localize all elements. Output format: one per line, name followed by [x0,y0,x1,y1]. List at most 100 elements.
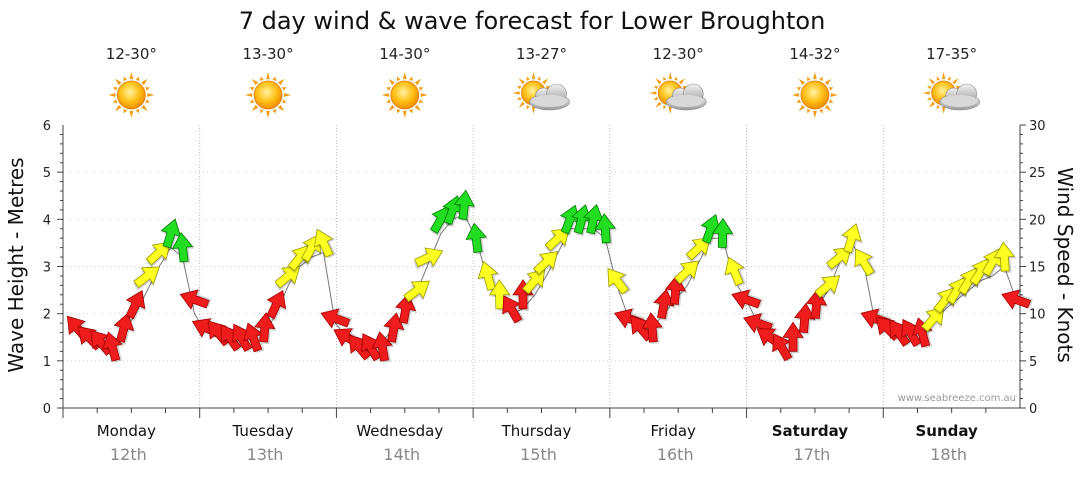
sun-ray [249,87,255,91]
wind-arrow [371,331,395,363]
cloud-shape [529,83,570,111]
wind-arrow [133,266,160,291]
y-tick-label: 5 [43,166,51,181]
sun-ray [791,93,800,97]
sun-ray [663,105,667,110]
sun-ray [420,93,428,97]
sun-icon [245,72,292,118]
sun-ray [798,78,806,86]
chart-title: 7 day wind & wave forecast for Lower Bro… [239,7,826,35]
sun-ray [653,96,659,100]
sun-ray [245,93,253,97]
y2-tick-label: 10 [1029,308,1046,323]
sun-ray [409,76,413,82]
sun-ray [518,101,525,108]
wind-arrow [921,306,945,335]
day-date-label: 16th [657,445,694,464]
wind-arrow [532,251,558,278]
watermark: www.seabreeze.com.au [898,393,1016,404]
y-tick-label: 3 [43,261,51,276]
wind-arrow [254,312,277,345]
y-tick-label: 4 [43,213,51,228]
sun-ray [518,78,525,85]
sun-ray [135,108,140,114]
wind-arrow [700,213,722,246]
sun-ray [145,99,150,103]
wind-arrow [453,189,477,222]
wind-arrow [145,241,171,268]
sun-ray [663,76,667,81]
wind-arrow [1001,288,1034,310]
sun-ray [678,78,686,85]
sun-ray [129,110,134,118]
sun-ray [266,110,270,118]
day-name-label: Wednesday [356,422,443,440]
wind-arrow [544,227,570,254]
sun-ray [141,78,148,86]
wind-arrow [101,331,125,363]
day-name-label: Saturday [772,422,849,440]
wind-arrow [582,203,605,237]
sun-ray [135,76,140,82]
temperature-range: 13-27° [516,45,567,63]
temperature-range: 14-32° [789,45,840,63]
sun-ray [108,93,116,97]
sun-ray [388,78,395,86]
sun-ray [418,99,424,103]
day-name-label: Thursday [501,422,572,440]
weather-header: 12-30° 13-30° 14-30° 13-27° 12-30° 14-32° 17-3… [106,45,980,118]
wind-arrow [854,248,877,277]
sun-ray [655,78,662,85]
sun-disc [390,80,420,110]
sun-ray [282,87,287,91]
sun-ray [402,110,407,118]
sun-ray [251,78,259,86]
wind-arrow [522,268,546,297]
partly-cloudy-icon [922,72,980,114]
wind-arrow [160,218,182,251]
day-date-label: 13th [247,445,284,464]
sun-ray [947,76,951,81]
sun-ray [516,86,522,90]
wind-arrow [113,312,136,345]
wind-arrow [607,268,632,295]
y2-tick-label: 30 [1029,119,1046,134]
sun-disc [800,80,830,110]
cloud-shape [939,83,980,111]
sun-ray [819,76,823,82]
wind-arrow [743,312,775,334]
wind-arrow [320,307,353,329]
sun-ray [668,72,672,80]
day-labels: Monday 12th Tuesday 13th Wednesday 14th Thursd… [97,422,978,464]
sun-ray [798,104,806,112]
sun-ray [655,101,662,108]
cloud-shape [665,83,707,111]
day-date-label: 14th [383,445,420,464]
day-date-label: 15th [520,445,557,464]
wind-arrow [814,275,841,301]
sun-ray [936,105,940,110]
wind-arrow [179,288,212,310]
sun-ray [828,99,834,103]
wind-arrow [413,247,444,270]
temperature-range: 17-35° [926,45,977,63]
wind-arrow [594,213,618,245]
wind-arrow [841,223,863,256]
sun-ray [824,78,832,86]
sun-ray [381,93,389,97]
wind-arrow [685,236,711,263]
y-tick-label: 0 [43,402,51,417]
y2-tick-label: 15 [1029,261,1046,276]
sun-ray [526,105,530,110]
sun-ray [249,99,255,103]
sun-disc [253,80,283,110]
day-name-label: Monday [97,422,156,440]
wind-arrow [673,260,699,287]
sun-ray [277,104,285,112]
sun-ray [112,87,118,91]
sun-ray [927,96,932,100]
y2-tick-label: 0 [1029,402,1037,417]
sun-ray [516,96,522,100]
sun-ray [388,104,395,112]
